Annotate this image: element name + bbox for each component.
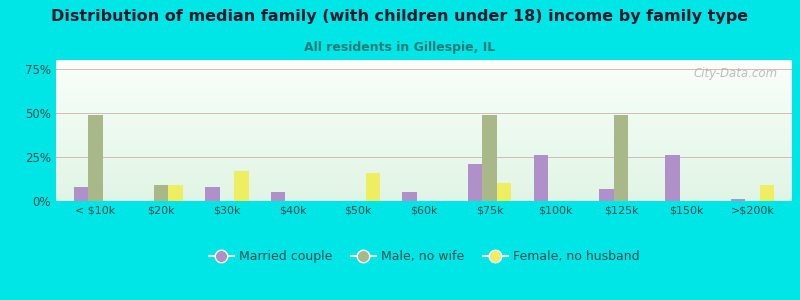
Bar bbox=[599, 189, 614, 201]
Text: All residents in Gillespie, IL: All residents in Gillespie, IL bbox=[304, 40, 496, 53]
Bar bbox=[234, 171, 249, 201]
Bar bbox=[482, 115, 497, 201]
Text: City-Data.com: City-Data.com bbox=[693, 67, 778, 80]
Bar bbox=[168, 185, 183, 201]
Text: Distribution of median family (with children under 18) income by family type: Distribution of median family (with chil… bbox=[51, 9, 749, 24]
Legend: Married couple, Male, no wife, Female, no husband: Married couple, Male, no wife, Female, n… bbox=[204, 245, 644, 268]
Bar bbox=[271, 192, 286, 201]
Bar bbox=[497, 183, 511, 201]
Bar bbox=[205, 187, 220, 201]
Bar bbox=[402, 192, 417, 201]
Bar bbox=[614, 115, 628, 201]
Bar bbox=[731, 199, 746, 201]
Bar bbox=[154, 185, 168, 201]
Bar bbox=[468, 164, 482, 201]
Bar bbox=[760, 185, 774, 201]
Bar bbox=[665, 155, 680, 201]
Bar bbox=[88, 115, 102, 201]
Bar bbox=[534, 155, 548, 201]
Bar bbox=[74, 187, 88, 201]
Bar bbox=[366, 173, 380, 201]
